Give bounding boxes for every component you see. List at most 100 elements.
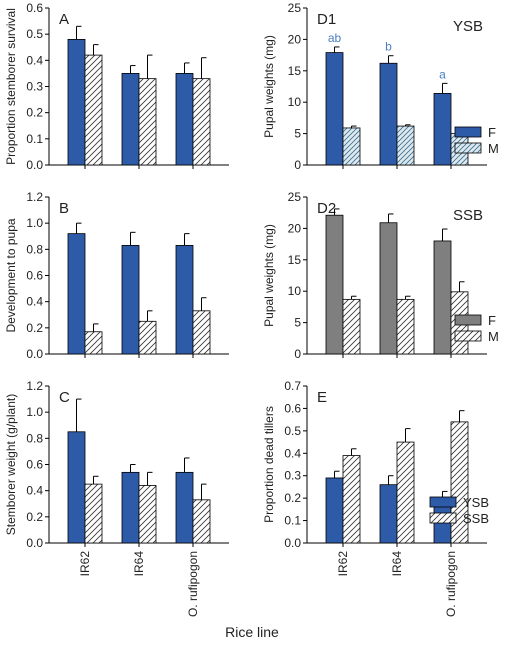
y-tick-label: 0.0: [26, 347, 43, 361]
bar: [175, 73, 194, 166]
y-tick-label: 0.6: [26, 1, 43, 15]
bar: [396, 441, 415, 544]
bar: [433, 93, 452, 166]
y-tick-label: 0.5: [284, 424, 301, 438]
y-tick-label: 0.8: [26, 242, 43, 256]
legend-swatch: [429, 512, 457, 524]
y-tick-label: 0.0: [284, 536, 301, 550]
y-tick-label: 0.6: [284, 401, 301, 415]
y-tick-label: 0: [294, 347, 301, 361]
bar: [342, 298, 361, 355]
x-category-label: IR64: [390, 551, 404, 577]
y-tick-label: 25: [288, 190, 302, 204]
bar: [433, 240, 452, 355]
y-tick-label: 25: [288, 1, 302, 15]
y-tick-label: 20: [288, 32, 302, 46]
bar: [84, 54, 103, 166]
panel-subtitle: YSB: [453, 18, 483, 35]
bar: [138, 320, 157, 355]
bar: [192, 310, 211, 355]
y-tick-label: 5: [294, 316, 301, 330]
y-tick-label: 0.0: [26, 158, 43, 172]
x-category-label: IR62: [78, 551, 92, 577]
legend-label: M: [488, 141, 499, 156]
bar: [67, 39, 86, 166]
y-tick-label: 0.6: [26, 458, 43, 472]
chart-panel-d1: 0 5 10 15 20 25 Pupal weights (mg) D1 YSB ab b a: [262, 1, 487, 172]
panel-label: B: [59, 200, 69, 217]
legend-swatch: [454, 330, 482, 342]
y-tick-label: 1.2: [26, 190, 43, 204]
bar: [396, 298, 415, 355]
chart-panel-e: 0.0 0.1 0.2 0.3 0.4 0.5 0.6 0.7 Proportion dead …: [262, 379, 487, 617]
y-tick-label: 15: [288, 64, 302, 78]
x-category-label: IR62: [336, 551, 350, 577]
significance-label: a: [439, 67, 446, 81]
legend-label: F: [488, 125, 496, 140]
bar: [138, 485, 157, 544]
bar: [121, 73, 140, 166]
y-tick-label: 0.2: [26, 321, 43, 335]
bar: [342, 127, 361, 166]
bar: [192, 78, 211, 166]
bar: [325, 477, 344, 544]
bar: [84, 331, 103, 355]
bar: [379, 62, 398, 166]
panel-label: D1: [317, 11, 336, 28]
chart-panel-c: 0.0 0.2 0.4 0.6 0.8 1.0 1.2 Stemborer weight (g…: [4, 379, 229, 617]
y-tick-label: 10: [288, 284, 302, 298]
y-tick-label: 0.2: [26, 510, 43, 524]
legend-d1: FM: [454, 125, 499, 156]
bar: [84, 483, 103, 544]
y-tick-label: 10: [288, 95, 302, 109]
bar: [192, 499, 211, 544]
bar: [175, 245, 194, 355]
figure-xlabel: Rice line: [225, 624, 279, 640]
y-tick-label: 5: [294, 127, 301, 141]
legend-label: M: [488, 329, 499, 344]
y-tick-label: 0.3: [284, 469, 301, 483]
y-axis-label: Pupal weights (mg): [262, 224, 276, 327]
panel-label: C: [59, 389, 70, 406]
y-tick-label: 0.2: [26, 106, 43, 120]
bar: [121, 245, 140, 355]
legend-swatch: [454, 142, 482, 154]
x-category-label: O. rufipogon: [186, 551, 200, 617]
panel-subtitle: SSB: [453, 207, 483, 224]
y-tick-label: 20: [288, 221, 302, 235]
bar: [175, 471, 194, 544]
significance-label: b: [385, 40, 392, 54]
bar: [379, 484, 398, 544]
y-axis-label: Development to pupa: [4, 218, 18, 332]
y-tick-label: 0: [294, 158, 301, 172]
significance-label: ab: [328, 31, 342, 45]
x-category-label: O. rufipogon: [444, 551, 458, 617]
bar: [325, 52, 344, 166]
y-tick-label: 15: [288, 253, 302, 267]
y-tick-label: 0.3: [26, 80, 43, 94]
x-category-label: IR64: [132, 551, 146, 577]
chart-panel-b: 0.0 0.2 0.4 0.6 0.8 1.0 1.2 Development to pupa…: [4, 190, 229, 361]
y-tick-label: 0.4: [284, 446, 301, 460]
y-axis-label: Stemborer weight (g/plant): [4, 394, 18, 535]
y-tick-label: 0.5: [26, 27, 43, 41]
panel-label: A: [59, 11, 69, 28]
y-axis-label: Proportion dead tillers: [262, 406, 276, 523]
bar: [342, 455, 361, 544]
y-axis-label: Proportion stemborer survival: [4, 8, 18, 165]
panel-label: E: [317, 389, 327, 406]
y-tick-label: 1.0: [26, 216, 43, 230]
bar: [379, 222, 398, 355]
bar: [121, 471, 140, 544]
y-tick-label: 0.7: [284, 379, 301, 393]
legend-label: F: [488, 313, 496, 328]
legend-label: SSB: [463, 511, 489, 526]
legend-label: YSB: [463, 495, 489, 510]
y-tick-label: 0.2: [284, 491, 301, 505]
legend-d2: FM: [454, 313, 499, 344]
y-tick-label: 0.4: [26, 53, 43, 67]
y-tick-label: 0.0: [26, 536, 43, 550]
legend-swatch: [454, 126, 482, 138]
